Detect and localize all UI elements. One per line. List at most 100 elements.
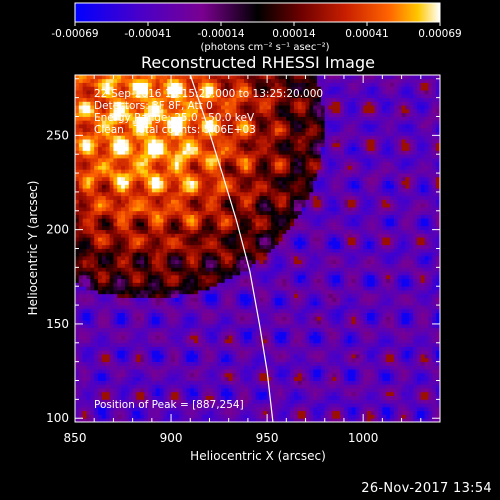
heatmap-cell — [128, 365, 134, 370]
heatmap-cell — [105, 312, 110, 317]
heatmap-cell — [167, 101, 172, 106]
heatmap-cell — [194, 180, 199, 185]
heatmap-cell — [171, 323, 176, 329]
heatmap-cell — [197, 259, 203, 264]
heatmap-cell — [186, 142, 191, 148]
heatmap-cell — [140, 173, 145, 178]
heatmap-cell — [259, 406, 264, 412]
heatmap-cell — [213, 139, 218, 144]
heatmap-cell — [194, 339, 199, 344]
heatmap-cell — [282, 391, 287, 396]
heatmap-cell — [178, 78, 183, 83]
heatmap-cell — [182, 150, 187, 155]
heatmap-cell — [117, 286, 122, 291]
heatmap-cell — [209, 191, 214, 197]
heatmap-cell — [274, 354, 280, 359]
heatmap-cell — [194, 248, 199, 253]
heatmap-cell — [182, 120, 187, 125]
heatmap-cell — [90, 165, 95, 170]
heatmap-cell — [263, 176, 268, 182]
heatmap-cell — [78, 199, 84, 204]
heatmap-cell — [174, 384, 180, 389]
heatmap-cell — [224, 210, 230, 215]
heatmap-cell — [224, 252, 230, 257]
heatmap-cell — [94, 97, 99, 102]
heatmap-cell — [209, 410, 214, 415]
heatmap-cell — [228, 93, 233, 99]
heatmap-cell — [174, 222, 180, 227]
heatmap-cell — [86, 240, 91, 246]
heatmap-cell — [251, 282, 256, 287]
heatmap-cell — [113, 403, 118, 408]
heatmap-cell — [124, 316, 130, 321]
heatmap-cell — [155, 207, 160, 212]
heatmap-cell — [178, 354, 183, 359]
heatmap-cell — [197, 376, 203, 381]
heatmap-cell — [75, 184, 80, 189]
heatmap-cell — [109, 184, 114, 189]
heatmap-cell — [236, 108, 241, 114]
heatmap-cell — [117, 274, 122, 280]
heatmap-cell — [209, 263, 214, 268]
heatmap-cell — [197, 169, 203, 174]
heatmap-cell — [75, 131, 80, 136]
heatmap-cell — [259, 78, 264, 83]
heatmap-cell — [236, 237, 241, 242]
heatmap-cell — [155, 372, 160, 378]
heatmap-cell — [82, 357, 87, 363]
heatmap-cell — [132, 127, 137, 132]
heatmap-cell — [224, 108, 230, 114]
heatmap-cell — [128, 399, 134, 404]
heatmap-cell — [144, 135, 149, 140]
heatmap-cell — [247, 380, 253, 385]
heatmap-cell — [197, 399, 203, 404]
heatmap-cell — [171, 188, 176, 193]
heatmap-cell — [232, 342, 237, 347]
heatmap-cell — [159, 282, 164, 287]
heatmap-cell — [247, 165, 253, 170]
heatmap-cell — [109, 282, 114, 287]
heatmap-cell — [151, 357, 157, 363]
heatmap-cell — [163, 365, 168, 370]
heatmap-cell — [140, 346, 145, 351]
heatmap-cell — [201, 90, 207, 95]
heatmap-cell — [148, 395, 153, 400]
heatmap-cell — [186, 252, 191, 257]
heatmap-cell — [247, 78, 253, 83]
heatmap-cell — [247, 82, 253, 87]
heatmap-cell — [240, 301, 245, 306]
heatmap-cell — [209, 357, 214, 363]
heatmap-cell — [201, 222, 207, 227]
heatmap-cell — [144, 384, 149, 389]
heatmap-cell — [171, 191, 176, 197]
heatmap-cell — [124, 388, 130, 393]
heatmap-cell — [90, 173, 95, 178]
heatmap-cell — [86, 391, 91, 396]
heatmap-cell — [209, 391, 214, 396]
heatmap-cell — [148, 252, 153, 257]
heatmap-cell — [140, 252, 145, 257]
heatmap-cell — [82, 203, 87, 208]
heatmap-cell — [98, 105, 103, 110]
heatmap-cell — [159, 90, 164, 95]
heatmap-cell — [270, 286, 276, 291]
heatmap-cell — [224, 410, 230, 415]
heatmap-cell — [82, 191, 87, 197]
heatmap-cell — [217, 169, 222, 174]
heatmap-cell — [101, 150, 107, 155]
heatmap-cell — [182, 105, 187, 110]
heatmap-cell — [263, 165, 268, 170]
heatmap-cell — [259, 357, 264, 363]
heatmap-cell — [186, 120, 191, 125]
heatmap-cell — [194, 384, 199, 389]
heatmap-cell — [124, 410, 130, 415]
heatmap-cell — [140, 93, 145, 99]
heatmap-cell — [98, 357, 103, 363]
heatmap-cell — [155, 244, 160, 249]
heatmap-cell — [117, 293, 122, 298]
heatmap-cell — [101, 214, 107, 219]
heatmap-cell — [121, 320, 126, 325]
heatmap-cell — [205, 180, 210, 185]
heatmap-cell — [124, 127, 130, 132]
heatmap-cell — [171, 350, 176, 355]
